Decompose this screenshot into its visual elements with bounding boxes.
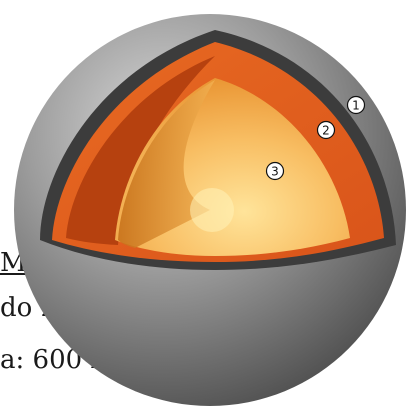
svg-text:1: 1: [352, 99, 360, 113]
layer-marker-2: 2: [316, 120, 336, 140]
layer-marker-1: 1: [346, 95, 366, 115]
mantle-shadow-face: [66, 56, 215, 245]
svg-text:2: 2: [322, 124, 330, 138]
layer-marker-3: 3: [265, 161, 285, 181]
core-center-glow: [190, 188, 234, 232]
svg-text:3: 3: [271, 165, 279, 179]
